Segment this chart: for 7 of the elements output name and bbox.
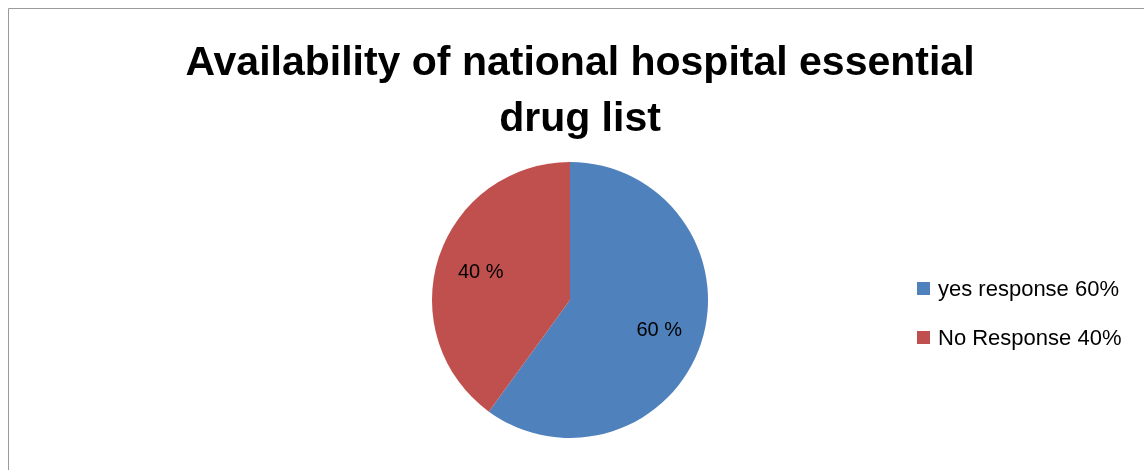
legend-label: yes response 60% <box>938 275 1119 301</box>
legend-label: No Response 40% <box>938 324 1122 350</box>
pie-slice <box>488 162 708 438</box>
chart-title: Availability of national hospital essential drug list <box>185 38 975 140</box>
data-label: 60 % <box>636 318 683 340</box>
data-label: 40 % <box>457 260 504 282</box>
pie-slice <box>432 162 570 412</box>
